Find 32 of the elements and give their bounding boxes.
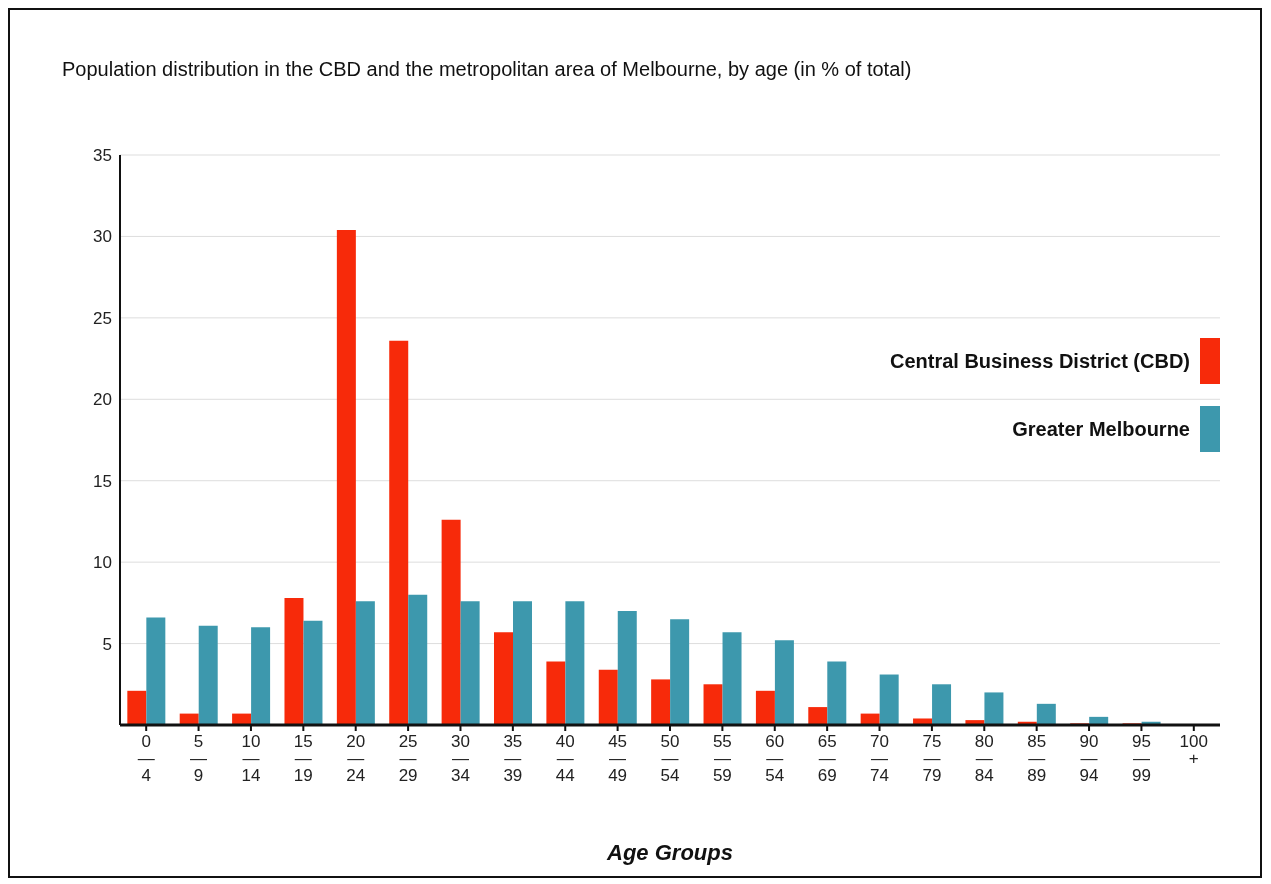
x-tick-label: 35 — 39 xyxy=(503,732,523,785)
x-tick-label: 80 — 84 xyxy=(974,732,994,785)
x-tick-label: 30 — 34 xyxy=(451,732,470,785)
x-tick-label: 95 — 99 xyxy=(1131,732,1151,785)
y-tick-label: 20 xyxy=(93,390,112,410)
x-tick-label: 90 — 94 xyxy=(1079,732,1099,785)
x-tick-label: 45 — 49 xyxy=(608,732,628,785)
y-tick-label: 30 xyxy=(93,227,112,247)
y-tick-label: 25 xyxy=(93,308,112,328)
x-tick-label: 50 — 54 xyxy=(660,732,680,785)
x-tick-label: 60 — 54 xyxy=(765,732,785,785)
x-tick-label: 20 — 24 xyxy=(346,732,366,785)
chart-title: Population distribution in the CBD and the metropolitan area of Melbourne, by age (in % of total) xyxy=(62,58,912,81)
legend-label: Central Business District (CBD) xyxy=(889,349,1190,373)
x-tick-label: 55 — 59 xyxy=(712,732,732,785)
x-tick-label: 10 — 14 xyxy=(241,732,261,785)
x-tick-label: 70 — 74 xyxy=(870,732,889,785)
x-tick-label: 65 — 69 xyxy=(817,732,837,785)
legend-label: Greater Melbourne xyxy=(1012,417,1190,441)
x-tick-label: 0 — 4 xyxy=(137,732,155,785)
x-tick-label: 100 + xyxy=(1179,732,1208,768)
y-tick-label: 5 xyxy=(102,634,112,654)
x-axis-title: Age Groups xyxy=(607,840,733,866)
x-tick-label: 85 — 89 xyxy=(1027,732,1047,785)
y-tick-label: 10 xyxy=(93,553,112,573)
y-tick-label: 15 xyxy=(93,471,112,491)
y-tick-label: 35 xyxy=(93,146,112,166)
x-tick-label: 15 — 19 xyxy=(293,732,313,785)
x-tick-label: 25 — 29 xyxy=(398,732,418,785)
x-tick-label: 5 — 9 xyxy=(190,732,208,785)
x-tick-label: 75 — 79 xyxy=(922,732,942,785)
x-tick-label: 40 — 44 xyxy=(555,732,575,785)
